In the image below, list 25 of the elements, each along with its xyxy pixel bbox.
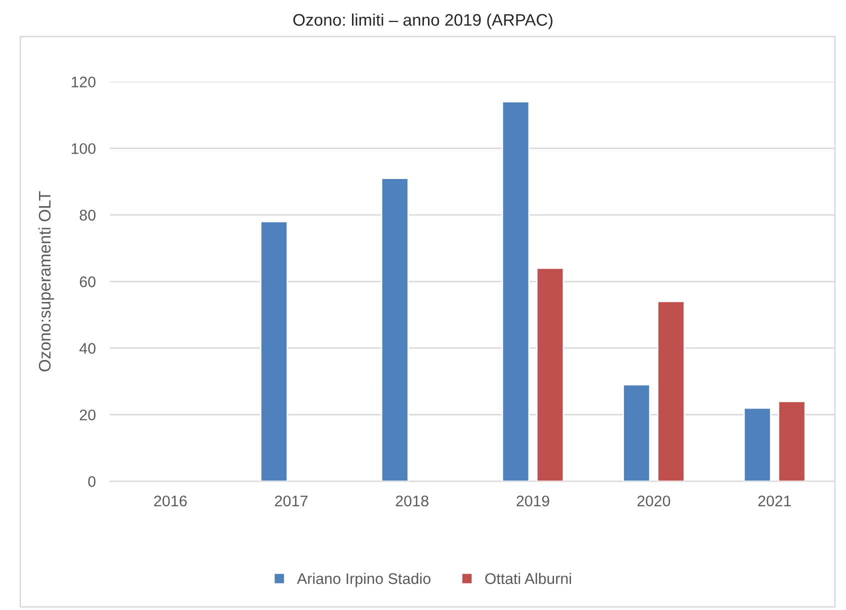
x-tick-label: 2017 [275,496,308,506]
x-tick-label: 2020 [638,496,670,506]
bar [743,407,772,482]
y-tick-label: 40 [79,342,96,354]
bar [536,268,564,482]
legend-label: Ariano Irpino Stadio [296,572,430,588]
x-tick-label: 2019 [516,496,550,506]
y-axis-title: Ozono:superamenti OLT [38,191,54,372]
bar [622,384,651,482]
y-tick-label: 0 [88,476,96,487]
x-tick-label: 2021 [758,496,791,506]
y-tick-label: 80 [80,210,96,221]
legend-label: Ottati Alburni [485,572,571,584]
y-tick-label: 20 [80,410,96,420]
bar [778,400,806,482]
bar [260,220,288,482]
x-tick-label: 2018 [396,496,428,506]
bar [380,178,409,482]
y-tick-label: 100 [72,143,96,154]
bar [502,101,530,482]
y-tick-label: 60 [80,276,96,288]
bar [656,300,685,482]
x-tick-label: 2016 [154,496,187,506]
y-tick-label: 120 [72,76,96,88]
chart-title: Ozono: limiti – anno 2019 (ARPAC) [293,14,552,30]
